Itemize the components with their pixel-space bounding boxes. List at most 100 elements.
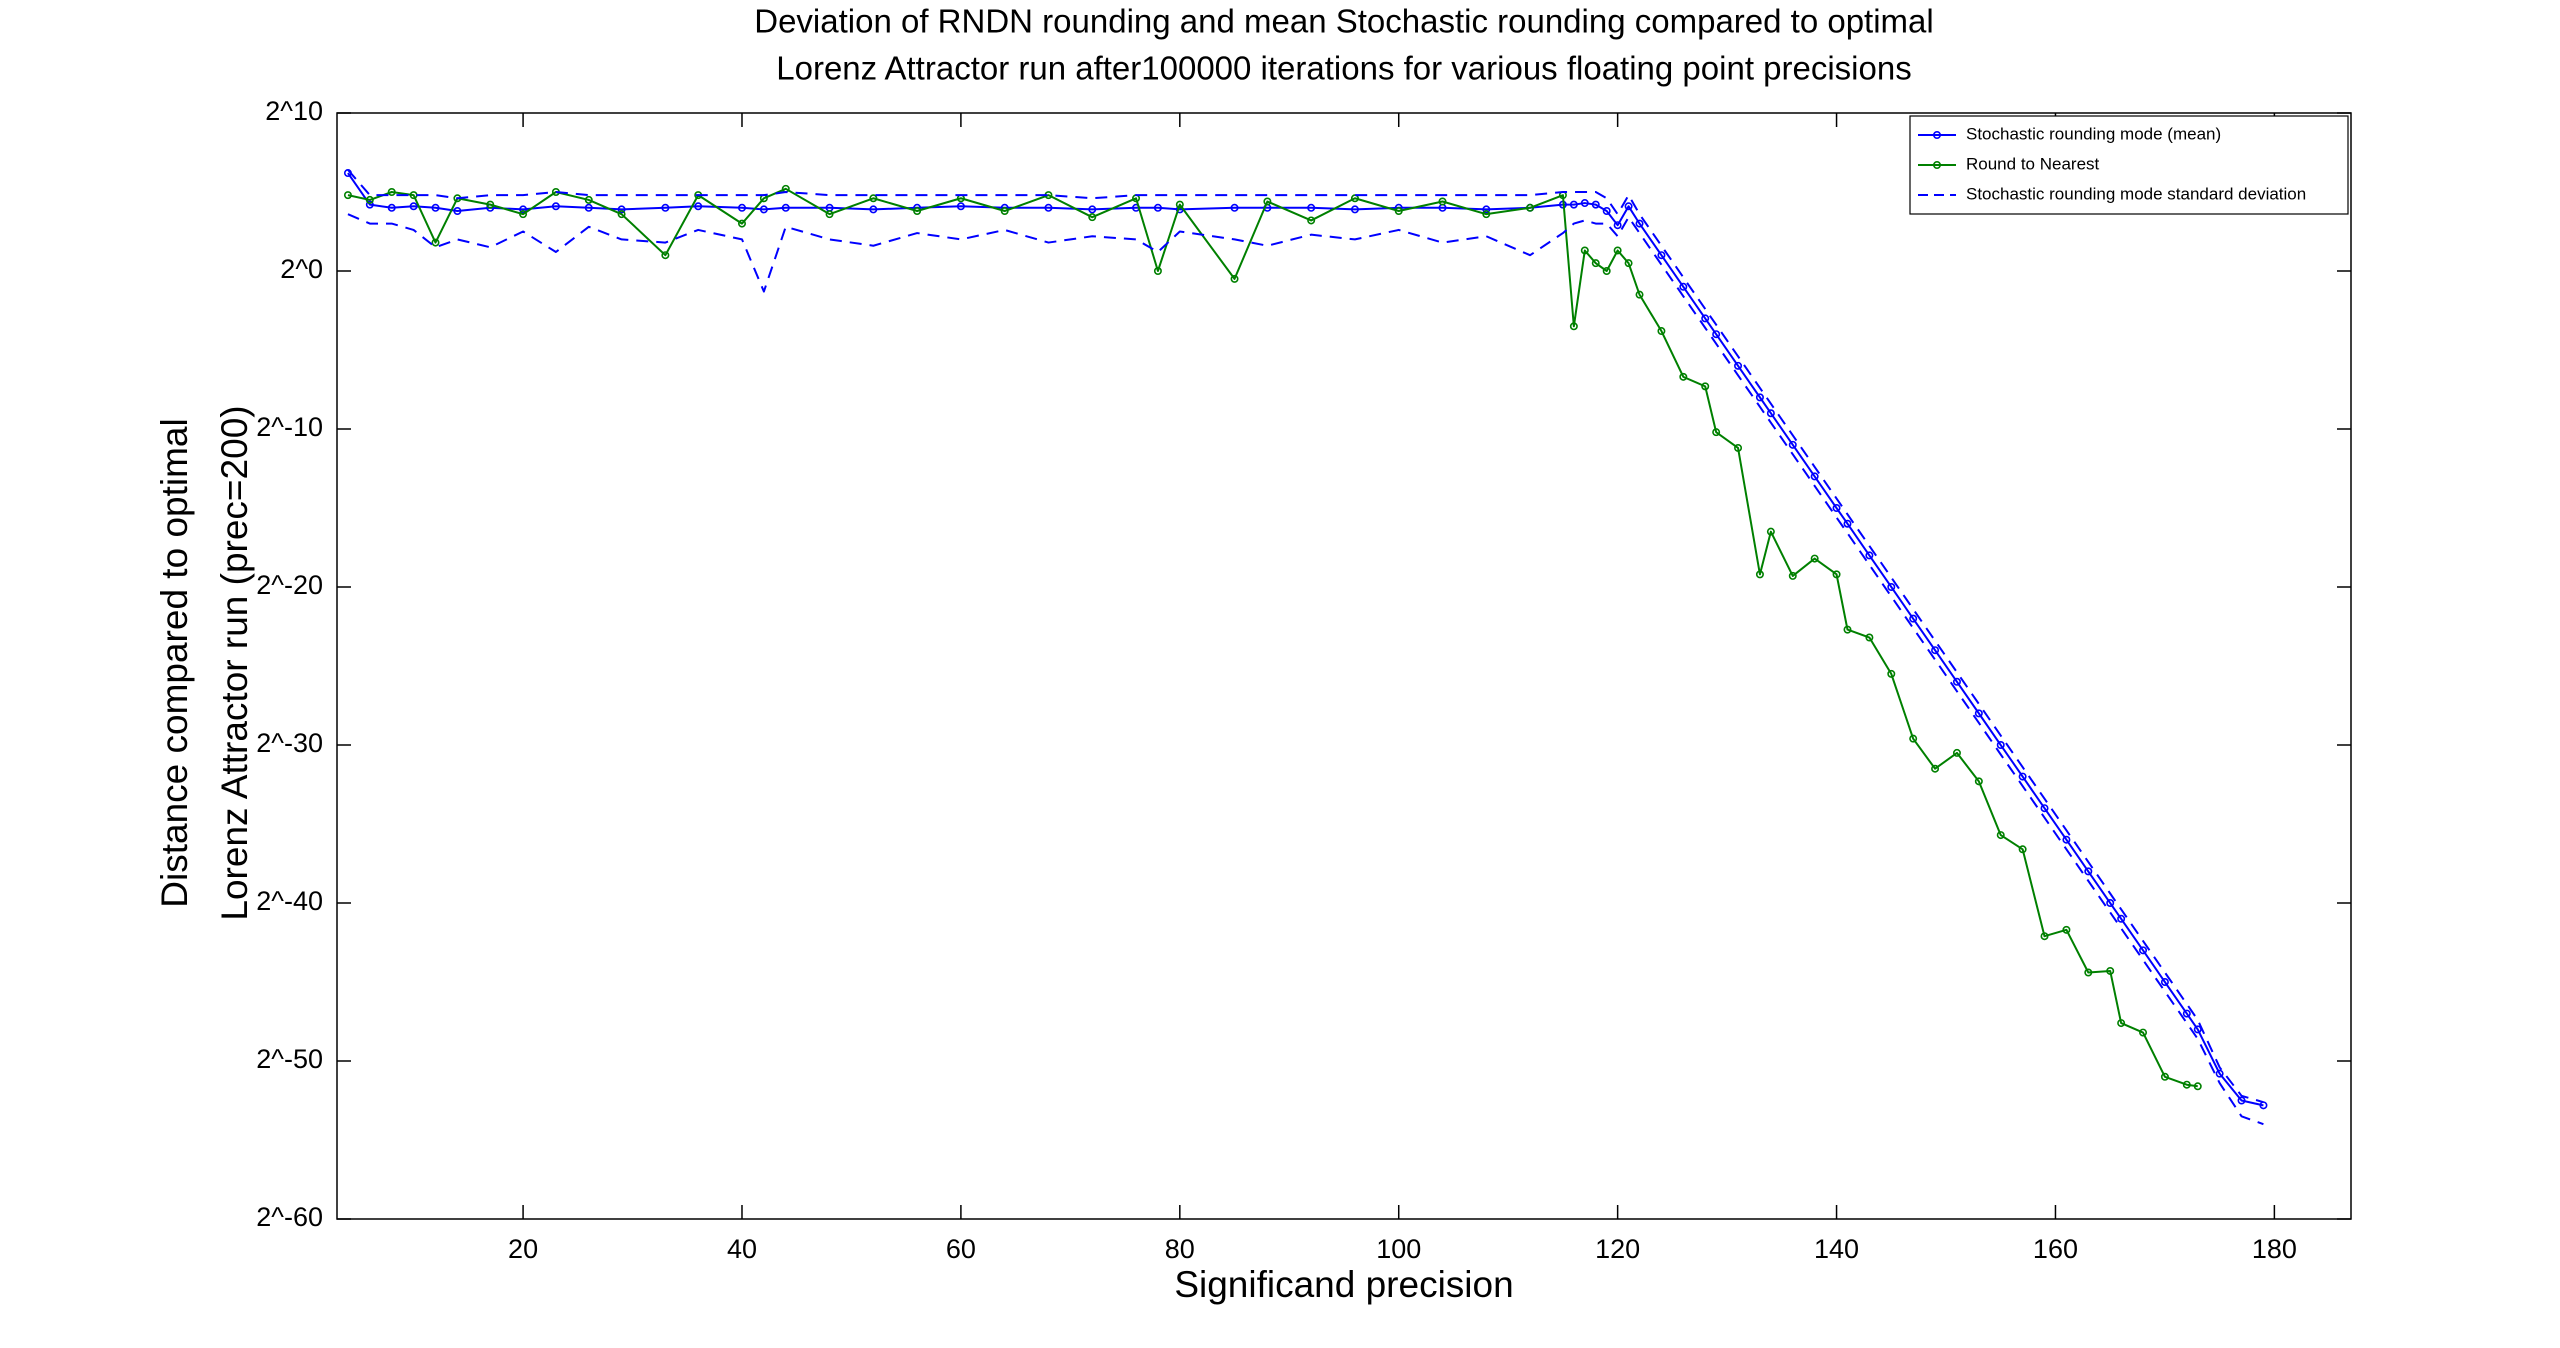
x-tick-label: 160 xyxy=(2033,1234,2078,1264)
legend-marker xyxy=(1933,161,1942,170)
data-point xyxy=(1788,440,1797,449)
data-point xyxy=(2193,1025,2202,1034)
plot-frame xyxy=(336,112,2352,1220)
data-point xyxy=(1088,213,1097,222)
data-point xyxy=(1679,372,1688,381)
data-point xyxy=(2117,1019,2126,1028)
data-point xyxy=(2018,772,2027,781)
data-point xyxy=(1832,570,1841,579)
data-point xyxy=(1569,322,1578,331)
x-tick-label: 100 xyxy=(1376,1234,1421,1264)
data-point xyxy=(956,202,965,211)
y-tick-label: 2^-60 xyxy=(256,1202,323,1232)
data-point xyxy=(1755,393,1764,402)
data-point xyxy=(1887,582,1896,591)
data-point xyxy=(869,194,878,203)
legend: Stochastic rounding mode (mean) Round to … xyxy=(1909,115,2349,215)
data-point xyxy=(694,202,703,211)
data-point xyxy=(1624,259,1633,268)
data-point xyxy=(1635,290,1644,299)
data-point xyxy=(1624,202,1633,211)
plot-area: 2^-60 2^-50 2^-40 2^-30 2^-20 2^-10 2^0 2^10 20 4… xyxy=(256,96,2351,1264)
data-point xyxy=(1657,251,1666,260)
data-point xyxy=(584,195,593,204)
data-point xyxy=(1996,831,2005,840)
legend-label: Stochastic rounding mode standard deviat… xyxy=(1966,184,2306,203)
data-point xyxy=(1952,677,1961,686)
data-point xyxy=(1712,428,1721,437)
data-point xyxy=(1701,382,1710,391)
data-point xyxy=(1602,266,1611,275)
data-point xyxy=(1887,669,1896,678)
data-point xyxy=(661,203,670,212)
series-line xyxy=(347,172,2264,1107)
data-point xyxy=(1734,361,1743,370)
data-point xyxy=(1526,203,1535,212)
data-point xyxy=(1153,266,1162,275)
y-tick-label: 2^-10 xyxy=(256,412,323,442)
data-point xyxy=(2237,1096,2246,1105)
data-point xyxy=(1000,207,1009,216)
data-point xyxy=(2160,978,2169,987)
legend-label: Round to Nearest xyxy=(1966,154,2100,173)
data-point xyxy=(661,251,670,260)
data-point xyxy=(1766,409,1775,418)
data-point xyxy=(2160,1072,2169,1081)
data-point xyxy=(1580,246,1589,255)
data-point xyxy=(2084,867,2093,876)
data-point xyxy=(1482,205,1491,214)
data-point xyxy=(387,203,396,212)
data-point xyxy=(2040,804,2049,813)
data-point xyxy=(869,205,878,214)
data-point xyxy=(2084,968,2093,977)
legend-label: Stochastic rounding mode (mean) xyxy=(1966,124,2221,143)
data-point xyxy=(1044,203,1053,212)
data-point xyxy=(1230,203,1239,212)
data-point xyxy=(387,188,396,197)
data-point xyxy=(1810,554,1819,563)
data-point xyxy=(1580,199,1589,208)
data-point xyxy=(2182,1080,2191,1089)
data-point xyxy=(617,210,626,219)
data-point xyxy=(1350,194,1359,203)
legend-marker xyxy=(1933,131,1942,140)
data-point xyxy=(1810,472,1819,481)
data-point xyxy=(1613,246,1622,255)
data-point xyxy=(2139,946,2148,955)
data-point xyxy=(825,210,834,219)
data-point xyxy=(343,191,352,200)
data-point xyxy=(1635,219,1644,228)
data-point xyxy=(1996,741,2005,750)
y-tick-label: 2^10 xyxy=(265,96,323,126)
data-point xyxy=(2062,835,2071,844)
data-point xyxy=(2182,1009,2191,1018)
y-tick-label: 2^-30 xyxy=(256,728,323,758)
data-point xyxy=(737,203,746,212)
data-point xyxy=(1865,633,1874,642)
data-point xyxy=(2062,925,2071,934)
chart-title: Lorenz Attractor run after100000 iterati… xyxy=(776,50,1911,87)
data-point xyxy=(2215,1069,2224,1078)
data-point xyxy=(365,200,374,209)
x-tick-label: 180 xyxy=(2252,1234,2297,1264)
data-point xyxy=(1591,200,1600,209)
data-point xyxy=(1832,504,1841,513)
data-point xyxy=(486,200,495,209)
data-point xyxy=(2139,1028,2148,1037)
x-tick-label: 20 xyxy=(508,1234,538,1264)
y-tick-label: 2^-40 xyxy=(256,886,323,916)
data-point xyxy=(781,203,790,212)
data-point xyxy=(1712,330,1721,339)
data-point xyxy=(1263,197,1272,206)
data-point xyxy=(1931,646,1940,655)
data-point xyxy=(551,202,560,211)
x-axis-label: Significand precision xyxy=(1174,1264,1513,1305)
y-tick-label: 2^-20 xyxy=(256,570,323,600)
data-point xyxy=(584,203,593,212)
data-point xyxy=(1602,207,1611,216)
deviation-line xyxy=(347,213,2264,1126)
data-point xyxy=(1734,443,1743,452)
x-tick-label: 140 xyxy=(1814,1234,1859,1264)
data-point xyxy=(1657,327,1666,336)
